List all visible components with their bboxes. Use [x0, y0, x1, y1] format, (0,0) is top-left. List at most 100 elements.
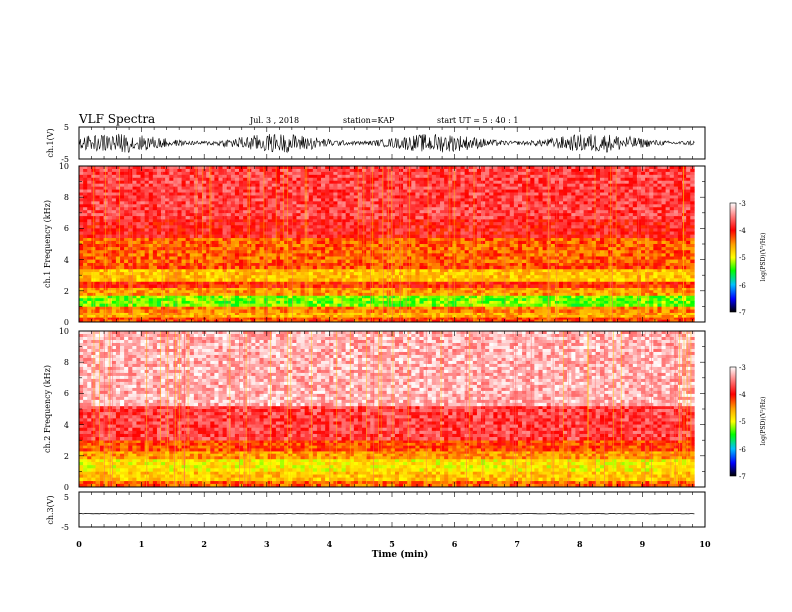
spectrogram-cell: [641, 256, 646, 260]
spectrogram-cell: [99, 281, 104, 285]
spectrogram-cell: [616, 272, 621, 276]
spectrogram-cell: [542, 275, 547, 279]
spectrogram-cell: [333, 244, 338, 248]
spectrogram-cell: [206, 281, 211, 285]
spectrogram-cell: [165, 287, 170, 291]
spectrogram-cell: [398, 312, 404, 316]
spectrogram-cell: [632, 275, 638, 279]
spectrogram-cell: [415, 309, 420, 313]
spectrogram-cell: [677, 225, 683, 229]
spectrogram-cell: [136, 225, 141, 229]
spectrogram-cell: [271, 275, 277, 279]
spectrogram-cell: [357, 265, 363, 270]
spectrogram-cell: [280, 222, 285, 226]
spectrogram-cell: [563, 253, 568, 257]
spectrogram-cell: [501, 287, 506, 291]
spectrogram-cell: [673, 319, 679, 323]
spectrogram-cell: [649, 268, 654, 273]
spectrogram-cell: [275, 295, 281, 299]
spectrogram-cell: [411, 228, 416, 232]
spectrogram-cell: [628, 298, 634, 302]
spectrogram-cell: [218, 298, 223, 302]
spectrogram-cell: [579, 265, 584, 270]
spectrogram-cell: [345, 278, 351, 282]
spectrogram-cell: [378, 306, 383, 310]
spectrogram-cell: [185, 290, 191, 294]
spectrogram-cell: [259, 272, 264, 276]
spectrogram-cell: [624, 250, 630, 254]
spectrogram-cell: [509, 268, 515, 273]
spectrogram-cell: [456, 319, 461, 323]
spectrogram-cell: [563, 250, 568, 254]
spectrogram-cell: [234, 228, 240, 232]
spectrogram-cell: [542, 287, 547, 291]
spectrogram-cell: [230, 222, 236, 226]
spectrogram-cell: [316, 278, 322, 282]
spectrogram-cell: [632, 244, 638, 248]
spectrogram-cell: [202, 272, 207, 276]
spectrogram-cell: [690, 268, 695, 273]
spectrogram-cell: [230, 292, 236, 296]
spectrogram-cell: [431, 298, 437, 302]
spectrogram-cell: [99, 306, 104, 310]
spectrogram-cell: [431, 290, 437, 294]
spectrogram-cell: [296, 281, 301, 285]
spectrogram-cell: [440, 292, 445, 296]
spectrogram-cell: [440, 268, 445, 273]
spectrogram-cell: [95, 281, 100, 285]
spectrogram-cell: [427, 317, 433, 320]
spectrogram-cell: [628, 317, 634, 320]
spectrogram-cell: [185, 312, 191, 316]
spectrogram-cell: [95, 303, 100, 307]
spectrogram-cell: [624, 275, 630, 279]
spectrogram-cell: [271, 250, 277, 254]
spectrogram-cell: [177, 272, 182, 276]
spectrogram-cell: [378, 295, 383, 299]
spectrogram-cell: [530, 259, 535, 264]
spectrogram-cell: [115, 272, 121, 276]
spectrogram-cell: [210, 256, 215, 260]
spectrogram-cell: [456, 309, 461, 313]
spectrogram-cell: [435, 290, 441, 294]
spectrogram-cell: [345, 247, 351, 251]
spectrogram-cell: [415, 268, 420, 273]
spectrogram-cell: [583, 292, 588, 296]
spectrogram-cell: [657, 290, 662, 294]
spectrogram-cell: [620, 317, 625, 320]
spectrogram-cell: [140, 250, 145, 254]
spectrogram-cell: [177, 284, 182, 288]
spectrogram-cell: [423, 317, 428, 320]
spectrogram-cell: [530, 256, 535, 260]
spectrogram-cell: [641, 290, 646, 294]
spectrogram-cell: [140, 275, 145, 279]
spectrogram-cell: [374, 290, 379, 294]
spectrogram-cell: [165, 275, 170, 279]
spectrogram-cell: [415, 298, 420, 302]
spectrogram-cell: [636, 290, 642, 294]
spectrogram-cell: [152, 284, 158, 288]
spectrogram-cell: [624, 319, 630, 323]
spectrogram-cell: [534, 247, 539, 251]
spectrogram-cell: [238, 309, 244, 313]
spectrogram-cell: [79, 256, 84, 260]
spectrogram-cell: [79, 303, 84, 307]
spectrogram-cell: [115, 219, 121, 223]
spectrogram-cell: [394, 281, 400, 285]
spectrogram-cell: [341, 268, 346, 273]
spectrogram-cell: [427, 240, 433, 245]
spectrogram-cell: [308, 265, 314, 270]
spectrogram-cell: [501, 250, 506, 254]
spectrogram-cell: [234, 314, 240, 318]
spectrogram-cell: [682, 244, 687, 248]
spectrogram-cell: [600, 237, 605, 242]
spectrogram-cell: [595, 295, 601, 299]
spectrogram-cell: [357, 298, 363, 302]
spectrogram-cell: [382, 228, 387, 232]
spectrogram-cell: [263, 284, 269, 288]
spectrogram-cell: [501, 319, 506, 323]
spectrogram-cell: [148, 275, 154, 279]
spectrogram-cell: [321, 287, 326, 291]
spectrogram-cell: [673, 272, 679, 276]
spectrogram-cell: [645, 319, 650, 323]
spectrogram-cell: [423, 268, 428, 273]
